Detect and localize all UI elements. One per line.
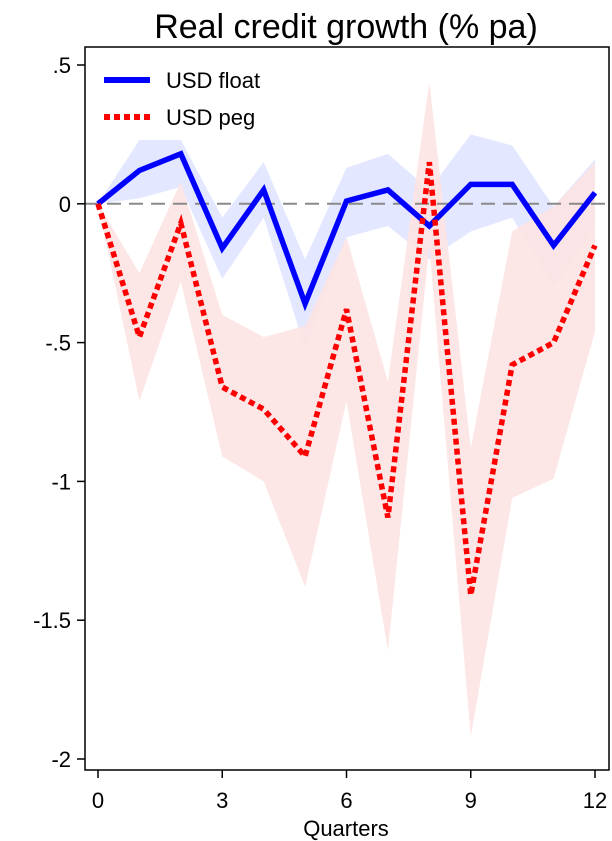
legend-label-usd-peg: USD peg <box>166 105 255 130</box>
chart-title: Real credit growth (% pa) <box>154 8 538 46</box>
y-axis: .5 0 -.5 -1 -1.5 -2 <box>33 53 85 772</box>
x-tick-label: 3 <box>216 788 228 813</box>
y-tick-label: -1 <box>51 469 71 494</box>
x-tick-label: 6 <box>340 788 352 813</box>
x-axis-title: Quarters <box>303 816 389 841</box>
y-tick-label: 0 <box>59 192 71 217</box>
y-tick-label: -.5 <box>45 331 71 356</box>
y-tick-label: -2 <box>51 747 71 772</box>
x-axis: 0 3 6 9 12 <box>92 770 607 813</box>
x-tick-label: 9 <box>465 788 477 813</box>
usd-float-line <box>96 150 598 312</box>
y-tick-label: .5 <box>53 53 71 78</box>
series-lines <box>95 150 598 596</box>
y-tick-label: -1.5 <box>33 608 71 633</box>
x-tick-label: 12 <box>583 788 607 813</box>
legend-label-usd-float: USD float <box>166 68 260 93</box>
legend: USD float USD peg <box>104 68 260 130</box>
x-tick-label: 0 <box>92 788 104 813</box>
usd-peg-line <box>95 161 598 596</box>
